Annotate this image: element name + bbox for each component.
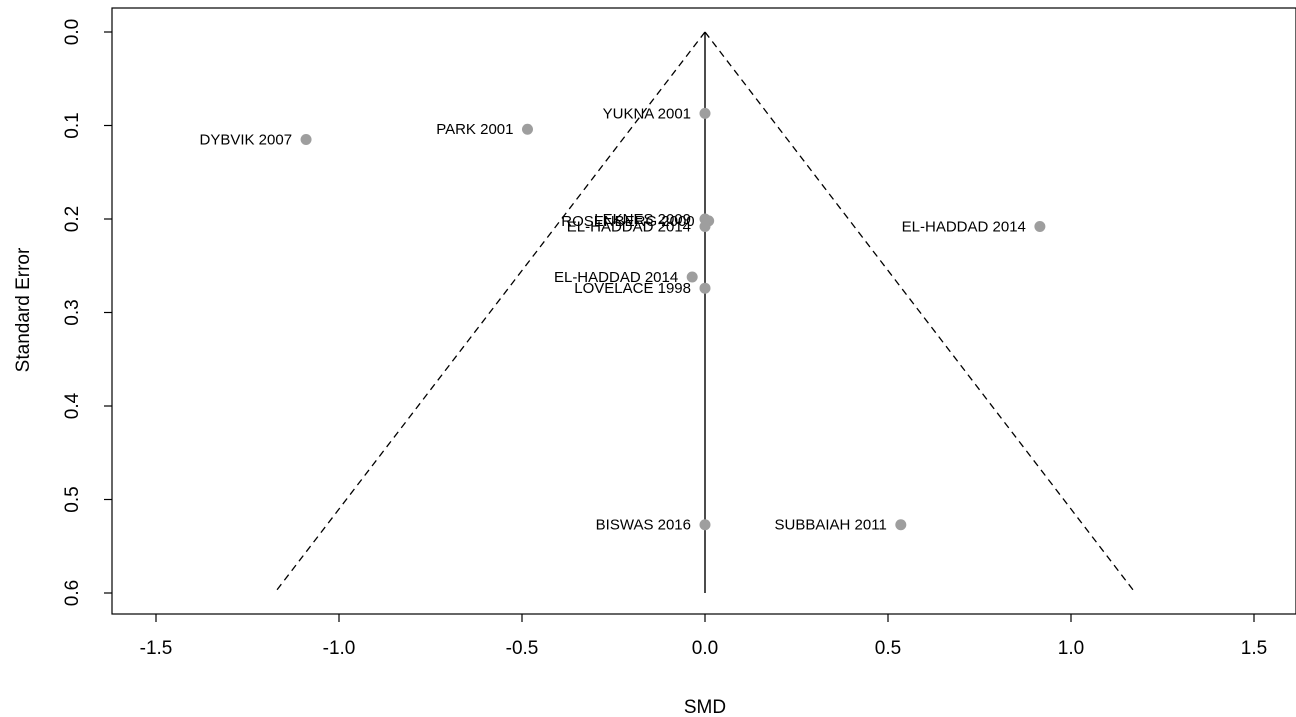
data-point-label: PARK 2001 bbox=[436, 121, 513, 138]
data-point bbox=[699, 519, 711, 531]
x-tick-label: -1.0 bbox=[323, 638, 356, 659]
y-tick-label: 0.1 bbox=[62, 112, 83, 138]
x-tick-label: -1.5 bbox=[140, 638, 173, 659]
data-point bbox=[895, 519, 907, 531]
x-tick-label: 0.0 bbox=[692, 638, 718, 659]
x-tick-label: 1.0 bbox=[1058, 638, 1084, 659]
y-tick-label: 0.4 bbox=[62, 392, 83, 419]
data-point-label: EL-HADDAD 2014 bbox=[567, 218, 691, 235]
data-point-label: EL-HADDAD 2014 bbox=[554, 269, 678, 286]
data-point bbox=[686, 271, 698, 283]
y-tick-label: 0.0 bbox=[62, 19, 83, 45]
y-axis-title: Standard Error bbox=[13, 247, 34, 372]
data-point bbox=[300, 134, 312, 146]
data-point-label: YUKNA 2001 bbox=[603, 105, 691, 122]
data-point bbox=[699, 282, 711, 294]
plot-frame bbox=[111, 7, 1296, 615]
data-point-label: LEKNES 2009 bbox=[594, 211, 691, 228]
x-tick-label: -0.5 bbox=[506, 638, 539, 659]
x-tick-label: 0.5 bbox=[875, 638, 901, 659]
data-point-label: DYBVIK 2007 bbox=[199, 132, 292, 149]
y-tick-label: 0.6 bbox=[62, 580, 83, 606]
y-tick-label: 0.3 bbox=[62, 299, 83, 325]
funnel-left-boundary bbox=[274, 31, 706, 594]
data-point-label: SUBBAIAH 2011 bbox=[775, 517, 887, 534]
funnel-right-boundary bbox=[704, 31, 1136, 594]
data-point-label: LOVELACE 1998 bbox=[574, 280, 691, 297]
data-point-label: EL-HADDAD 2014 bbox=[902, 218, 1026, 235]
data-point bbox=[699, 220, 711, 232]
x-tick-label: 1.5 bbox=[1241, 638, 1267, 659]
data-point bbox=[699, 107, 711, 119]
data-point bbox=[521, 123, 533, 135]
y-tick-label: 0.5 bbox=[62, 486, 83, 512]
x-axis-title: SMD bbox=[684, 697, 726, 717]
data-point bbox=[1034, 220, 1046, 232]
data-point-label: ROSENBERG 2000 bbox=[561, 213, 694, 230]
data-point-label: BISWAS 2016 bbox=[596, 517, 691, 534]
y-tick-label: 0.2 bbox=[62, 206, 83, 232]
